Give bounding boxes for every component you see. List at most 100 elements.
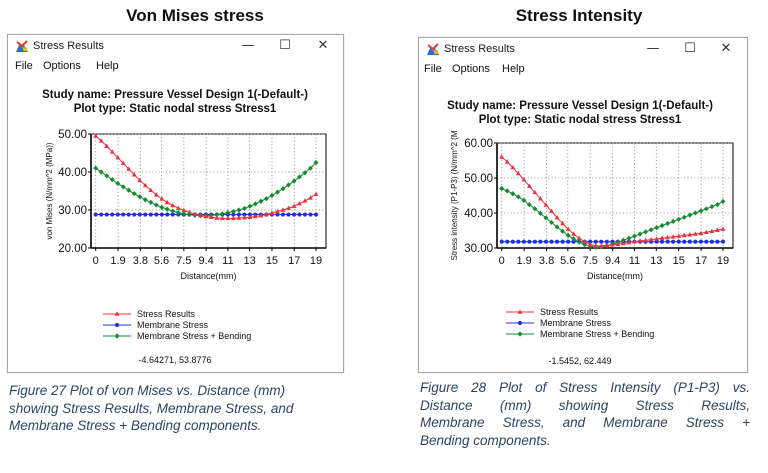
title-bar[interactable]: Stress Results — ☐ ✕ [8,35,343,59]
data-point [565,232,571,238]
data-point [131,172,137,177]
data-point [258,198,264,204]
data-point [620,237,626,243]
legend-entry: Membrane Stress [540,318,612,328]
data-point [264,211,269,217]
data-point [720,198,726,205]
data-point [170,202,176,208]
data-point [114,333,120,339]
data-point [302,170,308,176]
data-point [720,226,726,231]
data-point [308,212,313,217]
data-point [676,233,682,238]
data-point [543,202,549,207]
window-title: Stress Results [33,40,104,52]
y-axis-label: von Mises (N/mm^2 (MPa)) [45,142,54,239]
data-point [560,239,565,244]
chart-subtitle: Plot type: Static nodal stress Stress1 [479,114,682,126]
series-membrane-stress-bending [93,159,319,219]
data-point [154,212,159,217]
data-point [620,240,626,246]
data-point [120,160,126,166]
data-point [659,235,665,240]
x-tick-label: 1.9 [516,255,531,267]
data-point [109,149,115,154]
data-point [599,239,604,244]
data-point [510,164,516,170]
data-point [517,331,523,337]
data-point [302,212,308,217]
data-point [148,199,154,205]
grid [497,142,733,249]
data-point [515,170,521,176]
data-point [521,177,527,182]
maximize-button[interactable]: ☐ [279,38,291,53]
data-point [291,178,297,184]
data-point [280,212,286,217]
data-point [692,231,698,236]
data-point [615,241,621,246]
data-point [593,243,599,248]
data-point [131,191,137,197]
data-point [236,207,242,213]
maximize-button[interactable]: ☐ [684,41,696,56]
data-point [692,210,698,216]
data-point [142,197,148,203]
minimize-button[interactable]: — [646,41,660,56]
data-point [104,173,110,179]
data-point [527,239,532,244]
data-point [280,186,286,192]
data-point [93,165,99,171]
caption-line: Figure 28 Plot of Stress Intensity (P1-P… [420,380,750,395]
data-point [98,138,104,143]
y-tick-label: 40.00 [464,208,493,220]
close-button[interactable]: ✕ [720,41,732,56]
data-point [532,189,538,195]
data-point [566,239,571,244]
x-tick-label: 17 [695,255,707,267]
x-tick-label: 11 [629,255,640,267]
menu-file[interactable]: File [15,60,33,72]
close-button[interactable]: ✕ [317,38,329,53]
data-point [676,239,681,244]
data-point [181,211,187,217]
menu-help[interactable]: Help [96,60,119,72]
data-point [610,242,615,247]
data-point [505,239,510,244]
data-point [247,212,253,217]
data-point [313,159,319,166]
data-point [560,228,566,234]
title-bar[interactable]: Stress Results — ☐ ✕ [419,38,747,62]
data-point [637,231,643,237]
data-point [593,239,598,244]
data-point [126,187,132,193]
data-point [670,218,676,224]
data-point [297,200,302,206]
data-point [104,143,110,148]
data-point [626,239,632,245]
data-point [153,192,159,197]
data-point [549,239,554,244]
data-point [115,212,120,217]
data-point [499,239,504,244]
data-point [637,238,643,243]
data-point [242,205,247,212]
stress-results-app-icon [426,43,440,57]
data-point [231,215,236,221]
menu-help[interactable]: Help [502,63,525,75]
data-point [286,212,291,217]
chart-title: Study name: Pressure Vessel Design 1(-De… [447,100,713,112]
data-point [143,212,148,217]
y-tick-label: 20.00 [58,243,87,255]
data-point [687,212,693,218]
data-point [236,215,242,220]
minimize-button[interactable]: — [241,38,255,53]
menu-options[interactable]: Options [43,60,81,72]
data-point [549,208,554,214]
legend-entry: Membrane Stress [137,320,209,330]
menu-file[interactable]: File [424,63,442,75]
data-point [93,133,99,138]
menu-options[interactable]: Options [452,63,490,75]
data-point [203,213,209,219]
